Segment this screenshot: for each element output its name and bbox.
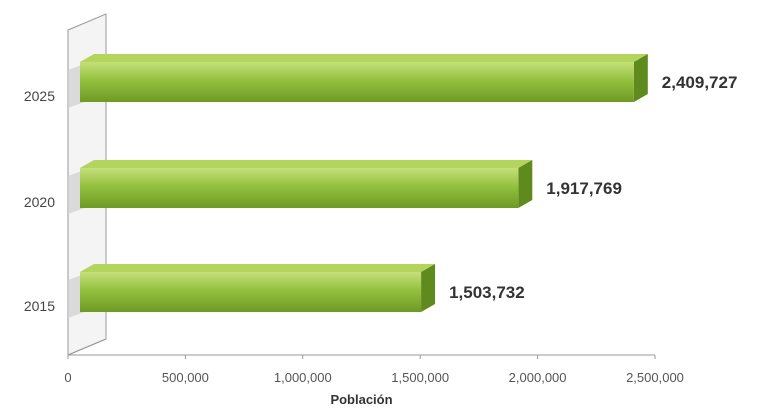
x-tick-label: 2,000,000: [509, 370, 567, 385]
bar-2020: 1,917,769: [68, 160, 622, 214]
x-tick-label: 500,000: [162, 370, 209, 385]
bar-side-face: [421, 264, 436, 312]
floor-line: [67, 338, 655, 356]
x-tick-label: 1,000,000: [274, 370, 332, 385]
category-label-2025: 2025: [24, 88, 55, 104]
category-label-2015: 2015: [24, 298, 55, 314]
x-axis-label: Población: [330, 392, 392, 407]
x-tick-label: 1,500,000: [391, 370, 449, 385]
y-axis-categories: 2015 2020 2025: [24, 88, 55, 314]
bar-side-face: [633, 54, 648, 102]
bar-top-face: [80, 160, 533, 168]
bar-2015: 1,503,732: [68, 264, 525, 318]
x-tick-label: 0: [64, 370, 71, 385]
bar-side-face: [518, 160, 533, 208]
bar-series: 1,503,732 1,917,769 2,409,727: [68, 54, 737, 318]
x-axis-ticks: 0 500,000 1,000,000 1,500,000 2,000,000 2,500…: [64, 355, 684, 385]
bar-top-face: [80, 54, 648, 62]
x-tick-label: 2,500,000: [626, 370, 684, 385]
bar-front-face: [80, 62, 634, 102]
bar-top-face: [80, 264, 436, 272]
category-label-2020: 2020: [24, 194, 55, 210]
data-label-2015: 1,503,732: [449, 283, 525, 302]
bar-front-face: [80, 168, 519, 208]
bar-2025: 2,409,727: [68, 54, 737, 108]
data-label-2020: 1,917,769: [546, 179, 622, 198]
bar-front-face: [80, 272, 422, 312]
data-label-2025: 2,409,727: [662, 73, 738, 92]
